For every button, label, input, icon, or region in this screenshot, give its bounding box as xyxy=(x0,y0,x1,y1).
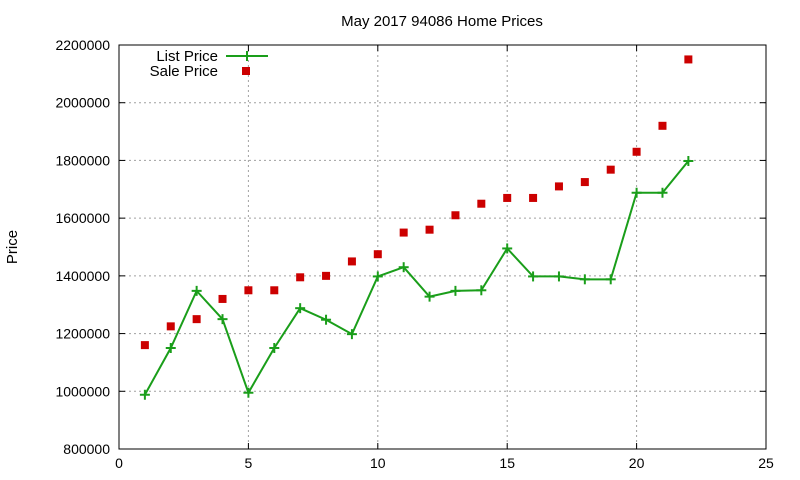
x-tick-label: 5 xyxy=(245,455,253,471)
legend-label-sale-price: Sale Price xyxy=(150,63,218,80)
list-price-point xyxy=(295,303,306,314)
sale-price-point xyxy=(529,193,538,202)
sale-price-point xyxy=(425,225,434,234)
x-tick-label: 25 xyxy=(758,455,774,471)
sale-price-point xyxy=(140,341,149,350)
sale-price-point xyxy=(347,257,356,266)
sale-price-point xyxy=(632,147,641,156)
sale-price-point xyxy=(192,315,201,324)
list-price-point xyxy=(502,243,513,254)
legend-label-list-price: List Price xyxy=(156,48,218,65)
list-price-point xyxy=(528,271,539,282)
legend: List Price Sale Price xyxy=(150,48,268,80)
ticks-layer: 0 5 10 15 20 25 800000 1000000 1200000 1400000 160… xyxy=(55,37,774,471)
list-price-point xyxy=(321,314,332,325)
y-axis-label: Price xyxy=(4,230,21,264)
y-tick-label: 1000000 xyxy=(55,383,110,399)
plot-frame xyxy=(118,44,767,450)
list-price-point xyxy=(269,343,280,353)
sale-price-point xyxy=(658,121,667,130)
y-tick-label: 1800000 xyxy=(55,152,110,168)
list-price-point xyxy=(243,387,254,398)
list-price-point xyxy=(165,343,176,353)
list-price-point xyxy=(398,262,409,273)
list-price-point xyxy=(372,271,383,282)
sale-price-point xyxy=(244,286,253,295)
list-price-point xyxy=(191,285,202,296)
y-tick-label: 2000000 xyxy=(55,95,110,111)
list-price-point xyxy=(217,314,228,325)
list-price-point xyxy=(424,291,435,302)
sale-price-point xyxy=(684,55,693,64)
legend-marker-sale-price xyxy=(242,67,250,75)
legend-marker-list-price xyxy=(242,51,252,61)
sale-price-point xyxy=(166,322,175,331)
x-tick-label: 20 xyxy=(629,455,645,471)
sale-price-point xyxy=(322,271,331,280)
list-price-point xyxy=(631,187,642,198)
sale-price-point xyxy=(296,273,305,282)
y-tick-label: 1400000 xyxy=(55,268,110,284)
y-tick-label: 1200000 xyxy=(55,326,110,342)
y-tick-label: 1600000 xyxy=(55,210,110,226)
chart-title: May 2017 94086 Home Prices xyxy=(341,13,543,30)
list-price-point xyxy=(139,389,150,400)
y-tick-label: 2200000 xyxy=(55,37,110,53)
sale-price-point xyxy=(399,228,408,237)
sale-price-point xyxy=(373,250,382,259)
list-price-point xyxy=(476,285,487,296)
sale-price-point xyxy=(451,211,460,220)
x-tick-label: 15 xyxy=(499,455,515,471)
list-price-point xyxy=(553,271,564,282)
series-layer xyxy=(139,55,694,400)
x-tick-label: 0 xyxy=(115,455,123,471)
list-price-point xyxy=(657,187,668,198)
sale-price-point xyxy=(270,286,279,295)
list-price-point xyxy=(605,274,616,285)
list-price-point xyxy=(346,329,357,340)
sale-price-point xyxy=(503,193,512,202)
sale-price-point xyxy=(580,178,589,187)
sale-price-point xyxy=(477,199,486,208)
sale-price-point xyxy=(554,182,563,191)
series-line-list-price xyxy=(144,160,690,396)
list-price-point xyxy=(579,274,590,285)
sale-price-point xyxy=(606,165,615,174)
list-price-point xyxy=(450,285,461,296)
sale-price-point xyxy=(218,294,227,303)
x-tick-label: 10 xyxy=(370,455,386,471)
list-price-point xyxy=(683,156,694,167)
y-tick-label: 800000 xyxy=(63,441,110,457)
grid-layer xyxy=(119,45,766,449)
